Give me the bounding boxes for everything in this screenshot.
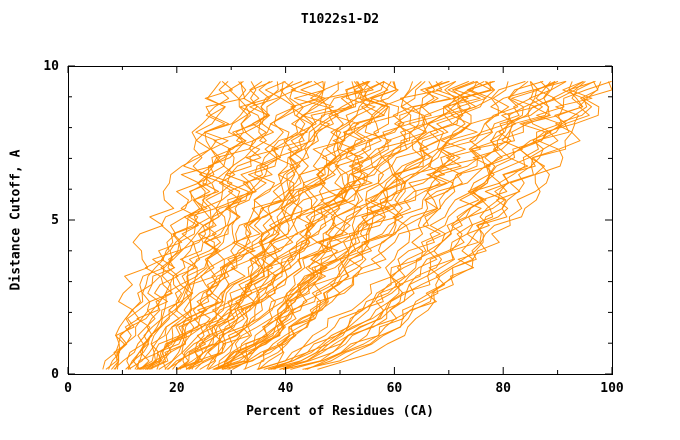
x-axis-title: Percent of Residues (CA) (246, 404, 434, 419)
y-tick-label: 5 (51, 213, 59, 228)
chart-title: T1022s1-D2 (300, 12, 380, 27)
plot-frame (67, 65, 613, 375)
y-tick-label: 0 (51, 367, 59, 382)
x-tick-label: 20 (169, 381, 185, 396)
y-axis-title: Distance Cutoff, A (8, 149, 24, 291)
x-tick-label: 40 (278, 381, 294, 396)
x-tick-label: 60 (387, 381, 403, 396)
tick-labels: 0 20 40 60 80 100 0 5 10 (43, 59, 624, 396)
x-tick-label: 0 (64, 381, 72, 396)
curves-layer (102, 80, 613, 370)
x-tick-label: 80 (495, 381, 511, 396)
y-tick-label: 10 (43, 59, 59, 74)
x-tick-label: 100 (600, 381, 624, 396)
